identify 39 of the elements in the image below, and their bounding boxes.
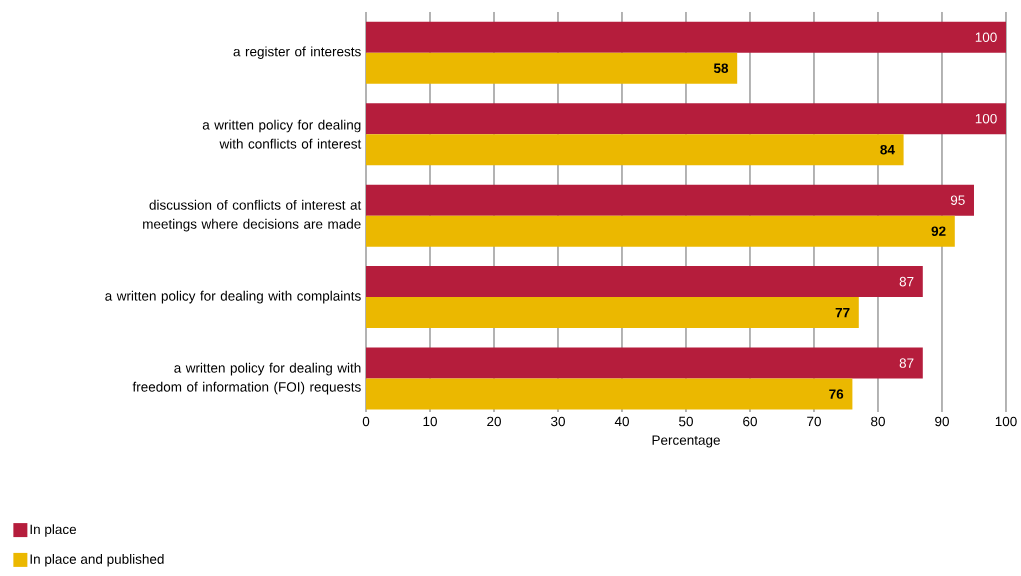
data-label: 100 xyxy=(975,113,997,124)
data-label: 92 xyxy=(931,226,946,236)
y-tick-label: a register of interests xyxy=(233,46,361,60)
y-tick-label: discussion of conflicts of interest at meetings where decisions are made xyxy=(143,199,362,232)
bar xyxy=(366,378,853,410)
y-tick-label: a written policy for dealing with conflicts of interest xyxy=(202,119,362,149)
x-tick-label: 100 xyxy=(995,416,1017,427)
x-tick-label: 10 xyxy=(423,416,437,427)
bar xyxy=(366,52,738,84)
bar xyxy=(366,21,1006,53)
data-label: 95 xyxy=(950,195,965,205)
bar xyxy=(366,103,1006,135)
y-tick-label: a written policy for dealing with freedom of information (FOI) requests xyxy=(132,362,361,395)
legend-label: In place xyxy=(30,524,77,537)
x-axis-title: Percentage xyxy=(652,435,720,448)
x-tick-label: 90 xyxy=(935,416,949,427)
bar xyxy=(366,347,923,379)
x-tick-label: 70 xyxy=(807,416,821,427)
legend-label: In place and published xyxy=(30,553,164,567)
x-tick-label: 20 xyxy=(487,416,501,427)
data-label: 84 xyxy=(880,144,895,155)
x-tick-label: 60 xyxy=(743,416,757,427)
data-label: 76 xyxy=(829,389,844,399)
data-label: 100 xyxy=(975,32,997,42)
data-label: 58 xyxy=(713,63,729,73)
bar xyxy=(366,184,974,216)
x-tick-label: 30 xyxy=(551,416,565,427)
bar xyxy=(366,297,859,329)
data-label: 87 xyxy=(899,358,914,368)
x-tick-label: 0 xyxy=(362,416,370,427)
x-tick-label: 80 xyxy=(871,416,885,427)
x-tick-label: 40 xyxy=(614,416,629,427)
y-tick-label: a written policy for dealing with complaints xyxy=(105,290,361,304)
data-label: 77 xyxy=(835,307,850,318)
bar xyxy=(366,134,904,166)
bar xyxy=(366,266,923,298)
data-label: 87 xyxy=(899,276,914,287)
bar xyxy=(366,215,955,247)
x-tick-label: 50 xyxy=(679,416,693,427)
